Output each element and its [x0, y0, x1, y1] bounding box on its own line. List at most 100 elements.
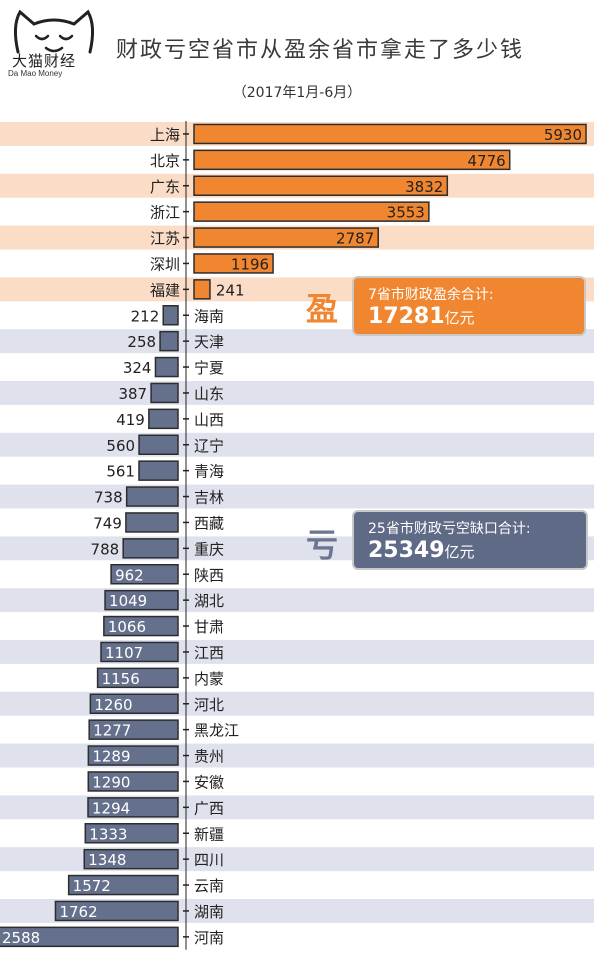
category-label: 深圳: [150, 255, 180, 273]
category-label: 广西: [194, 799, 224, 817]
deficit-total-value: 25349: [368, 538, 445, 563]
chart-subtitle: （2017年1月-6月）: [232, 85, 362, 101]
category-label: 西藏: [194, 514, 224, 532]
data-label: 560: [106, 437, 135, 455]
row-band: [0, 381, 594, 405]
chart-title: 财政亏空省市从盈余省市拿走了多少钱: [116, 38, 525, 63]
category-label: 安徽: [194, 773, 224, 791]
data-label: 1290: [92, 773, 130, 791]
data-label: 3832: [405, 178, 443, 196]
deficit-bar: [0, 926, 179, 948]
logo-subtitle: Da Mao Money: [8, 69, 63, 78]
surplus-bar: [193, 227, 379, 248]
category-label: 山西: [194, 411, 224, 429]
deficit-bar: [83, 848, 179, 870]
data-label: 1107: [105, 644, 143, 662]
category-label: 河北: [194, 696, 224, 714]
deficit-bar: [87, 745, 179, 766]
data-label: 3553: [387, 204, 425, 222]
category-label: 甘肃: [194, 618, 224, 636]
data-label: 2787: [336, 230, 374, 248]
deficit-bar: [110, 564, 179, 585]
category-label: 天津: [194, 333, 224, 351]
surplus-glyph: 盈: [306, 290, 339, 328]
data-label: 749: [93, 514, 122, 532]
deficit-bar: [96, 667, 179, 689]
data-label: 1260: [94, 696, 132, 714]
category-label: 江苏: [150, 230, 180, 248]
data-label: 1277: [93, 722, 131, 740]
category-label: 宁夏: [194, 359, 224, 377]
row-band: [0, 484, 594, 509]
data-label: 1289: [92, 748, 130, 766]
data-label: 1196: [231, 255, 269, 273]
category-label: 新疆: [194, 825, 224, 843]
category-label: 广东: [150, 178, 180, 196]
deficit-bar: [159, 330, 179, 352]
data-label: 419: [116, 411, 145, 429]
data-label: 1066: [108, 618, 146, 636]
category-label: 河南: [194, 929, 224, 947]
data-label: 324: [123, 359, 152, 377]
deficit-bar: [125, 512, 179, 533]
deficit-bar: [88, 719, 179, 740]
deficit-bar: [103, 615, 179, 637]
category-label: 湖北: [194, 592, 224, 610]
category-label: 贵州: [194, 748, 224, 766]
data-label: 561: [106, 463, 135, 481]
surplus-total-unit: 亿元: [444, 309, 475, 327]
deficit-bar: [87, 797, 179, 818]
deficit-glyph: 亏: [306, 526, 339, 564]
deficit-bar: [150, 382, 179, 404]
surplus-callout-label: 7省市财政盈余合计:: [368, 287, 494, 303]
deficit-bar: [125, 486, 179, 507]
data-label: 1049: [109, 592, 147, 610]
deficit-bar: [87, 771, 179, 792]
data-label: 962: [115, 566, 144, 584]
surplus-callout: 7省市财政盈余合计: 17281亿元: [352, 276, 586, 336]
data-label: 788: [91, 540, 120, 558]
category-label: 内蒙: [194, 670, 224, 688]
data-label: 1156: [102, 670, 140, 688]
surplus-callout-total: 17281亿元: [368, 304, 475, 329]
deficit-callout-total: 25349亿元: [368, 538, 475, 563]
deficit-bar: [67, 874, 179, 896]
row-band: [0, 588, 594, 613]
category-label: 福建: [150, 281, 180, 299]
surplus-bar: [193, 201, 430, 222]
surplus-total-value: 17281: [368, 304, 445, 329]
deficit-bar: [148, 408, 179, 430]
deficit-callout: 25省市财政亏空缺口合计: 25349亿元: [352, 510, 588, 570]
data-label: 738: [94, 489, 123, 507]
deficit-bar: [84, 823, 179, 844]
deficit-bar: [138, 460, 179, 481]
category-label: 湖南: [194, 903, 224, 921]
deficit-bar: [104, 589, 179, 611]
category-label: 陕西: [194, 566, 224, 584]
category-label: 海南: [194, 307, 224, 325]
surplus-bar: [193, 253, 274, 274]
surplus-bar: [193, 279, 211, 300]
data-label: 2588: [2, 929, 40, 947]
logo-name: 大猫财经: [12, 52, 77, 70]
category-label: 北京: [150, 152, 180, 170]
data-label: 1572: [73, 877, 111, 895]
data-label: 387: [118, 385, 147, 403]
deficit-bar: [138, 434, 179, 455]
category-label: 山东: [194, 385, 224, 403]
surplus-bar: [193, 123, 587, 145]
row-band: [0, 691, 594, 716]
data-label: 1762: [59, 903, 97, 921]
category-label: 四川: [194, 851, 224, 869]
row-band: [0, 432, 594, 457]
cat-logo-icon: [13, 9, 95, 54]
data-label: 1333: [89, 825, 127, 843]
surplus-bar: [193, 175, 449, 196]
category-label: 青海: [194, 463, 224, 481]
deficit-bar: [162, 305, 179, 326]
row-band: [0, 640, 594, 664]
deficit-bar: [154, 356, 179, 378]
category-label: 上海: [150, 126, 180, 144]
data-label: 212: [131, 307, 160, 325]
deficit-callout-label: 25省市财政亏空缺口合计:: [368, 521, 531, 537]
